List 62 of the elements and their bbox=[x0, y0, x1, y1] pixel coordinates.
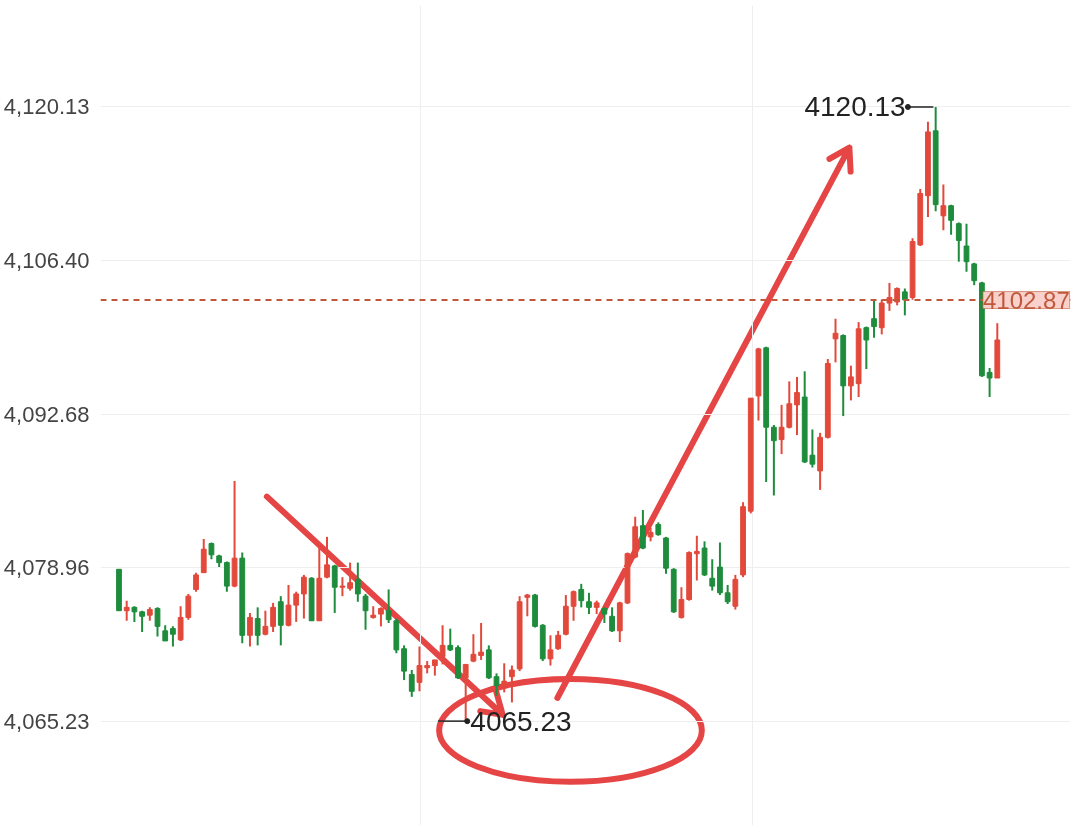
y-tick-label: 4,092.68 bbox=[3, 401, 90, 427]
candlestick bbox=[570, 589, 577, 622]
candlestick bbox=[247, 611, 253, 648]
candlestick bbox=[378, 606, 384, 628]
candlestick bbox=[886, 281, 893, 312]
candlestick bbox=[986, 366, 993, 399]
candlestick bbox=[678, 586, 685, 620]
candlestick bbox=[439, 624, 446, 666]
candlestick bbox=[586, 591, 592, 616]
candlestick bbox=[193, 571, 199, 593]
candlestick bbox=[385, 588, 392, 625]
candlestick bbox=[285, 583, 292, 628]
candlestick bbox=[277, 595, 284, 647]
candlestick bbox=[786, 380, 793, 430]
candlestick bbox=[609, 606, 615, 633]
y-tick-label: 4,078.96 bbox=[3, 555, 90, 581]
candlestick bbox=[555, 629, 562, 651]
candlestick bbox=[401, 644, 407, 682]
candlestick bbox=[254, 606, 261, 647]
candlestick bbox=[693, 534, 700, 582]
candlestick bbox=[347, 561, 354, 592]
candlestick bbox=[324, 535, 330, 580]
candlestick bbox=[408, 669, 415, 698]
candlestick bbox=[154, 606, 161, 638]
candlestick bbox=[200, 538, 207, 574]
y-tick-label: 4,065.23 bbox=[3, 708, 90, 734]
candlestick bbox=[170, 625, 176, 648]
candlestick bbox=[547, 634, 554, 667]
candlestick bbox=[478, 622, 484, 661]
candlestick bbox=[940, 183, 947, 232]
candlestick bbox=[778, 403, 785, 456]
candlestick bbox=[578, 582, 585, 609]
candlestick bbox=[354, 561, 361, 603]
candlestick bbox=[955, 221, 962, 263]
candlestick bbox=[640, 509, 646, 551]
candlestick bbox=[709, 558, 716, 592]
candlestick bbox=[270, 601, 276, 633]
candlestick bbox=[871, 298, 877, 339]
ref-line-label: 4102.87 bbox=[982, 286, 1070, 314]
y-tick-label: 4,120.13 bbox=[3, 94, 90, 120]
candlestick bbox=[331, 563, 338, 614]
candlestick bbox=[339, 576, 346, 598]
candlestick bbox=[794, 375, 800, 437]
candlestick bbox=[901, 287, 908, 317]
candlestick bbox=[447, 627, 454, 652]
annotation: 4120.13 bbox=[804, 91, 906, 123]
candlestick bbox=[293, 590, 300, 623]
candlestick bbox=[848, 364, 854, 402]
candlestick bbox=[123, 599, 130, 622]
annotation: 4065.23 bbox=[470, 705, 572, 737]
candlestick bbox=[948, 203, 954, 236]
candlestick bbox=[362, 592, 369, 631]
candlestick bbox=[301, 573, 307, 620]
y-tick-label: 4,106.40 bbox=[3, 248, 90, 274]
candlestick bbox=[262, 609, 269, 637]
candlestick bbox=[470, 633, 477, 664]
candlestick bbox=[863, 325, 870, 371]
candlestick bbox=[724, 583, 731, 605]
candlestick bbox=[770, 424, 777, 497]
candlestick bbox=[963, 222, 970, 273]
candlestick bbox=[832, 317, 839, 364]
candlestick bbox=[223, 560, 230, 593]
